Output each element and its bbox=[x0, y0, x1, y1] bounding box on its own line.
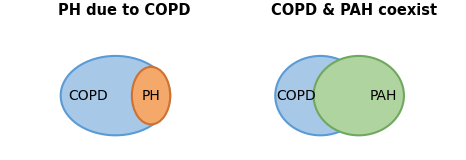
Text: PAH: PAH bbox=[370, 89, 397, 103]
Ellipse shape bbox=[275, 56, 366, 135]
Text: COPD & PAH coexist: COPD & PAH coexist bbox=[271, 3, 437, 18]
Text: COPD: COPD bbox=[276, 89, 315, 103]
Ellipse shape bbox=[132, 67, 170, 124]
Text: COPD: COPD bbox=[68, 89, 108, 103]
Text: PH: PH bbox=[142, 89, 160, 103]
Ellipse shape bbox=[61, 56, 170, 135]
Ellipse shape bbox=[314, 56, 404, 135]
Text: PH due to COPD: PH due to COPD bbox=[58, 3, 191, 18]
